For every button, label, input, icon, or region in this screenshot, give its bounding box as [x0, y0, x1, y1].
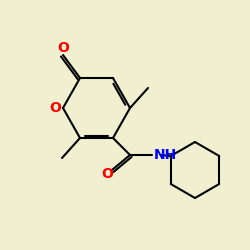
Text: NH: NH	[154, 148, 177, 162]
Text: O: O	[57, 41, 69, 55]
Text: O: O	[49, 101, 61, 115]
Text: O: O	[101, 167, 113, 181]
